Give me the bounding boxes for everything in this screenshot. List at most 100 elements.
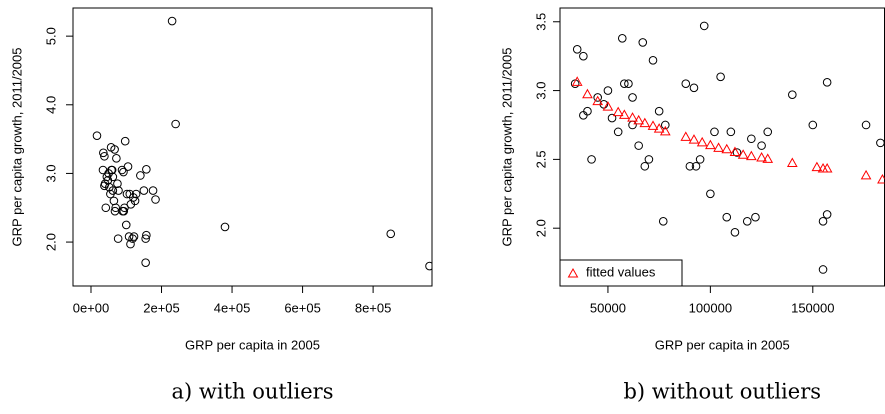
point xyxy=(139,186,149,195)
point xyxy=(111,203,120,213)
x-tick-label: 50000 xyxy=(590,300,626,315)
point xyxy=(818,217,828,226)
point xyxy=(730,228,740,237)
point xyxy=(654,106,664,116)
point xyxy=(647,120,659,130)
point xyxy=(129,232,139,241)
point xyxy=(658,217,668,226)
point xyxy=(705,139,716,150)
point xyxy=(653,123,665,133)
point xyxy=(685,161,695,171)
point xyxy=(680,131,692,141)
point xyxy=(696,136,708,147)
points xyxy=(92,16,432,271)
point xyxy=(100,151,109,161)
point xyxy=(113,179,122,189)
point xyxy=(722,212,732,222)
point xyxy=(593,93,602,102)
point xyxy=(699,21,709,31)
point xyxy=(618,109,630,119)
x-tick-label: 100000 xyxy=(689,300,732,315)
point xyxy=(142,165,151,174)
point xyxy=(638,38,648,47)
y-tick-label: 2.0 xyxy=(533,219,548,237)
point xyxy=(142,230,151,240)
point xyxy=(141,258,150,267)
point xyxy=(171,119,180,129)
point xyxy=(123,162,133,171)
point xyxy=(98,165,108,175)
y-tick-label: 3.0 xyxy=(533,82,548,100)
point xyxy=(821,163,833,173)
point xyxy=(120,136,130,146)
plot: 50000 100000 150000 2.0 2.5 3.0 3.5 GRP per cap… xyxy=(499,7,885,404)
point xyxy=(579,111,588,120)
point xyxy=(579,51,588,61)
point xyxy=(603,86,613,95)
point xyxy=(592,95,604,106)
point xyxy=(634,141,643,150)
caption: b) without outliers xyxy=(623,380,821,404)
point xyxy=(612,106,624,117)
point xyxy=(119,167,128,177)
x-tick-label: 150000 xyxy=(791,300,834,315)
point xyxy=(113,234,123,243)
legend-box xyxy=(559,259,683,287)
point xyxy=(822,78,832,87)
point xyxy=(130,196,140,206)
x-tick-label: 4e+05 xyxy=(214,300,251,315)
point xyxy=(732,148,742,157)
y-tick-label: 2.5 xyxy=(533,150,548,168)
points xyxy=(570,21,885,274)
point xyxy=(220,222,230,232)
point xyxy=(617,33,627,43)
x-axis-label: GRP per capita in 2005 xyxy=(655,337,790,352)
point xyxy=(587,155,596,164)
point xyxy=(860,169,872,180)
point xyxy=(689,83,699,93)
point xyxy=(136,171,145,180)
point xyxy=(660,120,670,130)
point xyxy=(808,120,818,130)
point xyxy=(108,172,118,182)
point xyxy=(659,125,671,136)
y-axis-label: GRP per capita growth, 2011/2005 xyxy=(9,48,24,247)
point xyxy=(107,165,117,175)
point xyxy=(101,203,111,213)
point xyxy=(756,151,767,162)
point xyxy=(128,234,137,243)
point xyxy=(745,150,757,161)
point xyxy=(131,189,141,199)
point xyxy=(148,186,158,195)
point xyxy=(571,76,583,86)
point xyxy=(110,145,119,154)
point xyxy=(757,141,766,150)
x-axis-label: GRP per capita in 2005 xyxy=(185,337,320,352)
point xyxy=(141,234,150,243)
y-axis-label: GRP per capita growth, 2011/2005 xyxy=(499,48,514,247)
point xyxy=(721,143,733,154)
point xyxy=(425,261,432,271)
point xyxy=(151,195,160,204)
point xyxy=(167,16,177,26)
point xyxy=(92,131,102,140)
point xyxy=(710,127,719,137)
point xyxy=(639,117,651,128)
point xyxy=(386,229,396,239)
y-tick-label: 3.0 xyxy=(43,164,58,182)
point xyxy=(876,138,885,148)
point xyxy=(681,79,691,88)
point xyxy=(706,189,715,199)
point xyxy=(613,127,623,137)
point xyxy=(627,112,638,122)
point xyxy=(695,155,705,164)
y-tick-label: 4.0 xyxy=(43,96,58,114)
point xyxy=(877,174,885,184)
point xyxy=(788,90,797,100)
point xyxy=(570,79,580,88)
point xyxy=(747,134,756,144)
point xyxy=(607,113,617,123)
point xyxy=(126,239,135,249)
point xyxy=(751,212,760,222)
